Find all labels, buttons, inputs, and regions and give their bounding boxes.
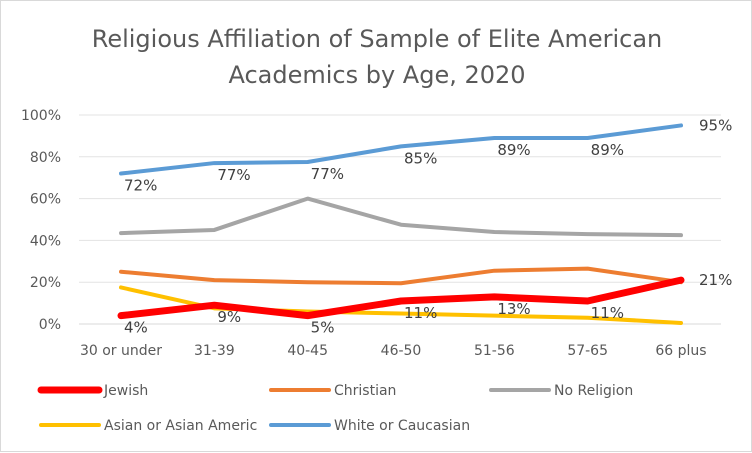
data-labels: 4% 9% 5% 11% 13% 11% 21% 72% 77% 77% 85% 89% 89% 95% bbox=[124, 116, 732, 336]
y-tick-label: 40% bbox=[30, 233, 61, 249]
series-line-white-or-caucasian bbox=[119, 123, 683, 176]
data-label: 11% bbox=[591, 304, 624, 322]
y-tick-label: 80% bbox=[30, 150, 61, 166]
data-label: 77% bbox=[311, 165, 344, 183]
series-line-christian bbox=[119, 266, 683, 286]
data-label: 85% bbox=[404, 149, 437, 167]
legend: Jewish Christian No Religion Asian or Asian… bbox=[37, 383, 633, 434]
gridlines bbox=[79, 114, 721, 325]
data-label: 11% bbox=[404, 304, 437, 322]
x-tick-label: 40-45 bbox=[287, 343, 328, 359]
chart-title-line-1: Religious Affiliation of Sample of Elite… bbox=[92, 25, 663, 53]
y-tick-label: 100% bbox=[21, 108, 61, 124]
chart-title-line-2: Academics by Age, 2020 bbox=[228, 61, 525, 89]
data-label: 72% bbox=[124, 177, 157, 195]
data-label: 5% bbox=[311, 319, 335, 337]
legend-label: White or Caucasian bbox=[334, 418, 470, 434]
y-tick-label: 0% bbox=[39, 317, 61, 333]
legend-label: No Religion bbox=[554, 383, 633, 399]
y-tick-label: 60% bbox=[30, 192, 61, 208]
data-label: 9% bbox=[217, 308, 241, 326]
series-lines bbox=[117, 123, 685, 325]
x-tick-label: 31-39 bbox=[194, 343, 235, 359]
legend-label: Christian bbox=[334, 383, 396, 399]
series-line-jewish bbox=[117, 276, 685, 320]
data-label: 89% bbox=[497, 141, 530, 159]
data-label: 95% bbox=[699, 116, 732, 134]
data-label: 13% bbox=[497, 300, 530, 318]
series-line-no-religion bbox=[119, 196, 683, 238]
y-tick-label: 20% bbox=[30, 275, 61, 291]
legend-label: Jewish bbox=[103, 383, 148, 399]
chart-title: Religious Affiliation of Sample of Elite… bbox=[92, 25, 663, 89]
x-tick-label: 51-56 bbox=[474, 343, 515, 359]
data-label: 77% bbox=[217, 166, 250, 184]
x-tick-label: 46-50 bbox=[381, 343, 422, 359]
legend-label: Asian or Asian Americ bbox=[104, 418, 257, 434]
data-label: 4% bbox=[124, 319, 148, 337]
data-label: 89% bbox=[591, 141, 624, 159]
y-axis-tick-labels: 0% 20% 40% 60% 80% 100% bbox=[21, 108, 61, 333]
x-tick-label: 57-65 bbox=[567, 343, 608, 359]
data-label: 21% bbox=[699, 271, 732, 289]
x-axis-tick-labels: 30 or under 31-39 40-45 46-50 51-56 57-65 66 p… bbox=[80, 343, 707, 359]
x-tick-label: 66 plus bbox=[655, 343, 706, 359]
x-tick-label: 30 or under bbox=[80, 343, 162, 359]
